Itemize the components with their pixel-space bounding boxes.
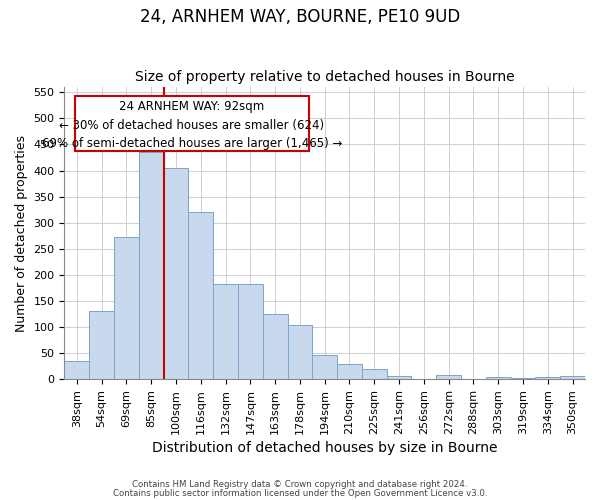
Bar [287, 325, 313, 379]
Bar [511, 378, 535, 379]
Bar [213, 284, 238, 379]
Bar [188, 212, 213, 379]
Bar [362, 369, 386, 379]
Bar [386, 376, 412, 379]
Bar [89, 312, 114, 379]
Text: Contains public sector information licensed under the Open Government Licence v3: Contains public sector information licen… [113, 489, 487, 498]
Bar [535, 377, 560, 379]
Bar [139, 152, 164, 379]
Text: Contains HM Land Registry data © Crown copyright and database right 2024.: Contains HM Land Registry data © Crown c… [132, 480, 468, 489]
Bar [64, 361, 89, 379]
Text: ← 30% of detached houses are smaller (624): ← 30% of detached houses are smaller (62… [59, 118, 325, 132]
Text: 24, ARNHEM WAY, BOURNE, PE10 9UD: 24, ARNHEM WAY, BOURNE, PE10 9UD [140, 8, 460, 26]
Y-axis label: Number of detached properties: Number of detached properties [15, 134, 28, 332]
Bar [560, 376, 585, 379]
Bar [436, 374, 461, 379]
Text: 69% of semi-detached houses are larger (1,465) →: 69% of semi-detached houses are larger (… [42, 137, 342, 150]
Bar [164, 168, 188, 379]
Bar [486, 377, 511, 379]
Bar [238, 284, 263, 379]
Bar [337, 364, 362, 379]
Text: 24 ARNHEM WAY: 92sqm: 24 ARNHEM WAY: 92sqm [119, 100, 265, 113]
Bar [263, 314, 287, 379]
Title: Size of property relative to detached houses in Bourne: Size of property relative to detached ho… [135, 70, 515, 85]
X-axis label: Distribution of detached houses by size in Bourne: Distribution of detached houses by size … [152, 441, 497, 455]
FancyBboxPatch shape [75, 96, 309, 152]
Bar [313, 355, 337, 379]
Bar [114, 238, 139, 379]
